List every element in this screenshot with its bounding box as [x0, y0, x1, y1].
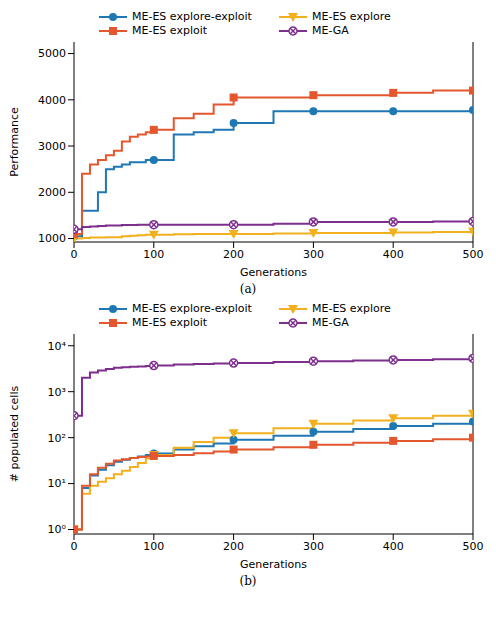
svg-text:10³: 10³: [48, 386, 66, 399]
svg-text:2000: 2000: [38, 186, 66, 199]
svg-text:500: 500: [463, 248, 484, 261]
svg-text:300: 300: [303, 248, 324, 261]
svg-text:5000: 5000: [38, 47, 66, 60]
svg-text:4000: 4000: [38, 94, 66, 107]
svg-text:Generations: Generations: [240, 266, 307, 279]
svg-text:0: 0: [71, 540, 78, 553]
svg-text:400: 400: [383, 248, 404, 261]
html-text:ME-GA: ME-GA: [312, 24, 349, 37]
svg-text:10⁰: 10⁰: [48, 523, 67, 536]
svg-text:200: 200: [223, 248, 244, 261]
svg-text:100: 100: [143, 248, 164, 261]
svg-text:100: 100: [143, 540, 164, 553]
html-text:ME-ES explore: ME-ES explore: [312, 10, 391, 23]
svg-text:3000: 3000: [38, 140, 66, 153]
svg-text:10²: 10²: [48, 432, 66, 445]
html-text:ME-ES exploit: ME-ES exploit: [132, 24, 208, 37]
svg-text:0: 0: [71, 248, 78, 261]
svg-text:Performance: Performance: [8, 107, 21, 177]
html-text:ME-ES explore-exploit: ME-ES explore-exploit: [132, 302, 252, 315]
html-text:ME-GA: ME-GA: [312, 316, 349, 329]
html-text:ME-ES explore-exploit: ME-ES explore-exploit: [132, 10, 252, 23]
html-text:(b): (b): [239, 574, 257, 588]
html-text:ME-ES explore: ME-ES explore: [312, 302, 391, 315]
svg-text:500: 500: [463, 540, 484, 553]
svg-text:Generations: Generations: [240, 558, 307, 571]
svg-text:10⁴: 10⁴: [48, 340, 67, 353]
svg-text:10¹: 10¹: [48, 477, 66, 490]
svg-text:200: 200: [223, 540, 244, 553]
svg-text:400: 400: [383, 540, 404, 553]
svg-text:# populated cells: # populated cells: [8, 386, 21, 483]
html-text:(a): (a): [239, 282, 257, 296]
svg-text:300: 300: [303, 540, 324, 553]
svg-text:1000: 1000: [38, 232, 66, 245]
html-text:ME-ES exploit: ME-ES exploit: [132, 316, 208, 329]
